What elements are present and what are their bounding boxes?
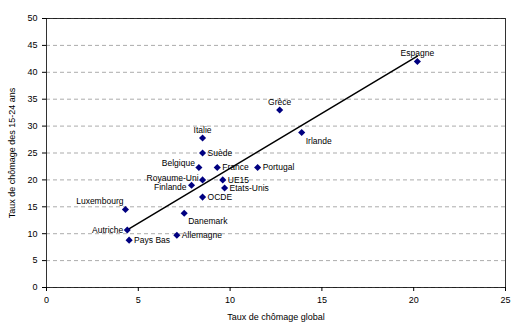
svg-text:Portugal: Portugal (263, 162, 295, 172)
svg-text:30: 30 (27, 121, 37, 131)
svg-text:25: 25 (27, 148, 37, 158)
svg-text:5: 5 (32, 255, 37, 265)
svg-text:Luxembourg: Luxembourg (76, 196, 124, 206)
svg-text:20: 20 (27, 175, 37, 185)
svg-text:Espagne: Espagne (401, 48, 435, 58)
svg-text:20: 20 (409, 295, 419, 305)
svg-text:35: 35 (27, 94, 37, 104)
svg-text:Italie: Italie (194, 125, 212, 135)
svg-text:France: France (222, 162, 249, 172)
svg-text:Grèce: Grèce (268, 97, 291, 107)
svg-text:10: 10 (27, 229, 37, 239)
svg-text:0: 0 (32, 282, 37, 292)
svg-text:10: 10 (225, 295, 235, 305)
svg-text:45: 45 (27, 40, 37, 50)
svg-text:Taux de chômage des 15-24 ans: Taux de chômage des 15-24 ans (7, 87, 17, 218)
svg-text:0: 0 (44, 295, 49, 305)
svg-text:Pays Bas: Pays Bas (134, 235, 170, 245)
svg-text:25: 25 (500, 295, 510, 305)
svg-text:15: 15 (317, 295, 327, 305)
svg-text:50: 50 (27, 13, 37, 23)
svg-text:Autriche: Autriche (92, 225, 123, 235)
svg-text:UE15: UE15 (227, 174, 249, 185)
svg-text:Allemagne: Allemagne (182, 230, 222, 240)
svg-text:40: 40 (27, 67, 37, 77)
svg-text:Suède: Suède (208, 148, 233, 158)
svg-text:15: 15 (27, 202, 37, 212)
svg-text:Finlande: Finlande (154, 182, 187, 192)
svg-text:OCDE: OCDE (208, 192, 233, 202)
svg-text:5: 5 (136, 295, 141, 305)
svg-text:Danemark: Danemark (188, 216, 228, 226)
svg-text:Belgique: Belgique (162, 158, 195, 168)
svg-text:Taux de chômage global: Taux de chômage global (227, 312, 325, 322)
svg-text:Royaume-Uni: Royaume-Uni (146, 172, 199, 183)
svg-text:Irlande: Irlande (306, 136, 332, 146)
svg-text:Etats-Unis: Etats-Unis (230, 183, 269, 193)
